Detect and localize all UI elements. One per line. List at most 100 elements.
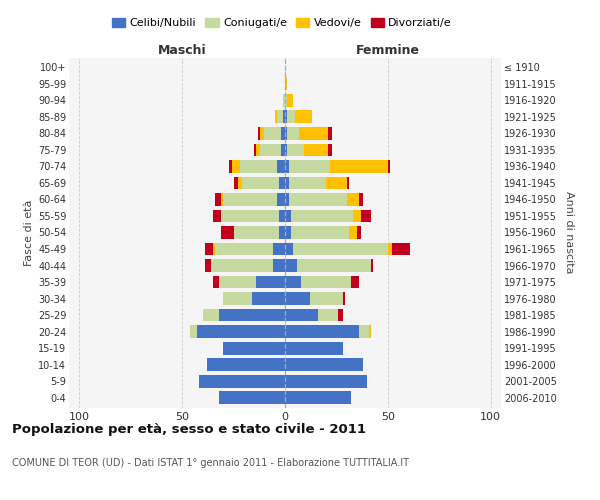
Bar bbox=[343, 292, 344, 305]
Bar bbox=[318, 308, 338, 322]
Bar bbox=[233, 226, 279, 239]
Bar bbox=[272, 242, 285, 256]
Bar bbox=[219, 391, 285, 404]
Bar bbox=[240, 160, 277, 173]
Bar bbox=[272, 259, 285, 272]
Bar bbox=[285, 276, 301, 288]
Bar bbox=[285, 94, 287, 107]
Bar bbox=[197, 325, 285, 338]
Bar bbox=[285, 325, 359, 338]
Bar bbox=[213, 242, 215, 256]
Bar bbox=[301, 276, 351, 288]
Bar bbox=[277, 160, 285, 173]
Bar bbox=[229, 160, 232, 173]
Bar bbox=[287, 127, 299, 140]
Bar bbox=[279, 210, 285, 222]
Bar bbox=[304, 144, 328, 156]
Bar bbox=[285, 259, 298, 272]
Legend: Celibi/Nubili, Coniugati/e, Vedovi/e, Divorziati/e: Celibi/Nubili, Coniugati/e, Vedovi/e, Di… bbox=[107, 13, 457, 32]
Bar bbox=[203, 308, 219, 322]
Bar bbox=[291, 210, 353, 222]
Bar bbox=[256, 144, 260, 156]
Bar bbox=[371, 259, 373, 272]
Bar bbox=[219, 308, 285, 322]
Bar bbox=[285, 226, 291, 239]
Bar bbox=[359, 325, 370, 338]
Bar bbox=[299, 127, 328, 140]
Bar bbox=[291, 226, 349, 239]
Bar bbox=[285, 391, 351, 404]
Bar bbox=[285, 342, 343, 354]
Bar bbox=[279, 226, 285, 239]
Bar bbox=[221, 210, 279, 222]
Bar bbox=[287, 94, 293, 107]
Bar bbox=[281, 144, 285, 156]
Bar bbox=[279, 176, 285, 190]
Bar bbox=[310, 292, 343, 305]
Bar bbox=[328, 144, 332, 156]
Bar bbox=[207, 358, 285, 371]
Bar bbox=[223, 193, 277, 206]
Bar bbox=[361, 210, 371, 222]
Bar bbox=[219, 276, 256, 288]
Bar bbox=[233, 176, 238, 190]
Bar bbox=[287, 110, 295, 124]
Bar bbox=[347, 176, 349, 190]
Bar bbox=[388, 160, 390, 173]
Text: Femmine: Femmine bbox=[356, 44, 420, 57]
Bar bbox=[357, 226, 361, 239]
Bar bbox=[330, 160, 388, 173]
Bar bbox=[215, 193, 221, 206]
Bar bbox=[199, 374, 285, 388]
Bar bbox=[285, 292, 310, 305]
Bar bbox=[283, 110, 285, 124]
Bar bbox=[289, 193, 347, 206]
Bar bbox=[281, 127, 285, 140]
Bar bbox=[221, 193, 223, 206]
Bar bbox=[285, 358, 363, 371]
Bar bbox=[293, 242, 388, 256]
Bar bbox=[285, 242, 293, 256]
Bar bbox=[285, 308, 318, 322]
Bar bbox=[256, 276, 285, 288]
Bar bbox=[213, 276, 219, 288]
Bar bbox=[392, 242, 410, 256]
Bar bbox=[265, 127, 281, 140]
Bar bbox=[283, 94, 285, 107]
Bar bbox=[211, 259, 272, 272]
Bar bbox=[215, 242, 272, 256]
Bar bbox=[349, 226, 357, 239]
Bar bbox=[252, 292, 285, 305]
Bar bbox=[388, 242, 392, 256]
Bar bbox=[254, 144, 256, 156]
Bar bbox=[238, 176, 242, 190]
Bar bbox=[285, 374, 367, 388]
Text: COMUNE DI TEOR (UD) - Dati ISTAT 1° gennaio 2011 - Elaborazione TUTTITALIA.IT: COMUNE DI TEOR (UD) - Dati ISTAT 1° genn… bbox=[12, 458, 409, 468]
Bar bbox=[258, 127, 260, 140]
Bar bbox=[277, 193, 285, 206]
Bar bbox=[242, 176, 279, 190]
Bar bbox=[260, 144, 281, 156]
Bar bbox=[213, 210, 221, 222]
Y-axis label: Anni di nascita: Anni di nascita bbox=[563, 191, 574, 274]
Bar bbox=[205, 242, 213, 256]
Bar bbox=[289, 176, 326, 190]
Bar bbox=[275, 110, 277, 124]
Text: Popolazione per età, sesso e stato civile - 2011: Popolazione per età, sesso e stato civil… bbox=[12, 422, 366, 436]
Bar bbox=[205, 259, 211, 272]
Bar bbox=[232, 160, 240, 173]
Bar bbox=[353, 210, 361, 222]
Bar bbox=[221, 226, 233, 239]
Bar bbox=[190, 325, 197, 338]
Bar bbox=[285, 144, 287, 156]
Bar bbox=[351, 276, 359, 288]
Bar bbox=[223, 342, 285, 354]
Bar bbox=[285, 110, 287, 124]
Bar bbox=[359, 193, 363, 206]
Bar bbox=[285, 210, 291, 222]
Bar bbox=[347, 193, 359, 206]
Bar bbox=[223, 292, 252, 305]
Text: Maschi: Maschi bbox=[158, 44, 206, 57]
Bar bbox=[260, 127, 265, 140]
Bar bbox=[338, 308, 343, 322]
